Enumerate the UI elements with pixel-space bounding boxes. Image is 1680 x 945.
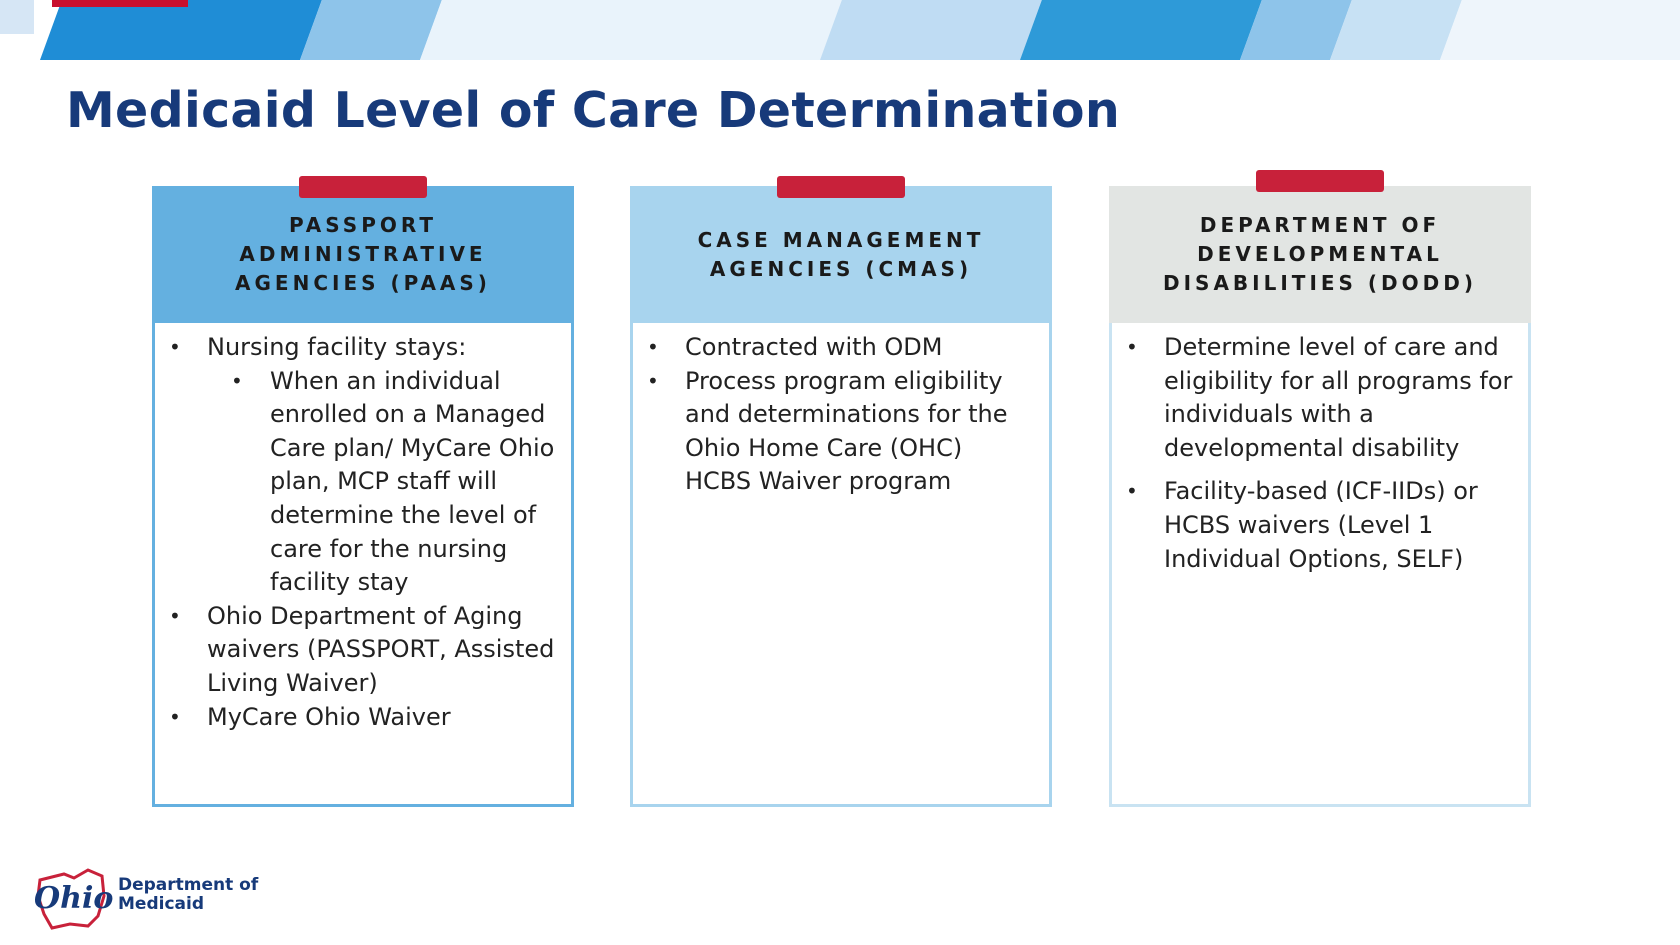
ohio-medicaid-logo: Ohio Department of Medicaid [30, 864, 280, 934]
list-item: MyCare Ohio Waiver [155, 701, 571, 735]
card-body: Determine level of care and eligibility … [1109, 323, 1531, 807]
list-item: Facility-based (ICF-IIDs) or HCBS waiver… [1112, 475, 1528, 576]
card-header-label: CASE MANAGEMENT AGENCIES (CMAS) [697, 227, 985, 281]
card-header-label: PASSPORT ADMINISTRATIVE AGENCIES (PAAS) [235, 213, 491, 295]
card-red-tab [1256, 170, 1384, 192]
card-body: Nursing facility stays: When an individu… [152, 323, 574, 807]
list-subitem: When an individual enrolled on a Managed… [155, 365, 571, 600]
list-item: Process program eligibility and determin… [633, 365, 1049, 499]
card-paas: PASSPORT ADMINISTRATIVE AGENCIES (PAAS) … [152, 176, 574, 807]
card-header: DEPARTMENT OF DEVELOPMENTAL DISABILITIES… [1109, 186, 1531, 323]
card-red-tab [777, 176, 905, 198]
dept-line-1: Department of [118, 875, 259, 895]
banner-stripe [1440, 0, 1680, 60]
card-header: CASE MANAGEMENT AGENCIES (CMAS) [630, 186, 1052, 323]
list-item: Contracted with ODM [633, 331, 1049, 365]
dept-line-2: Medicaid [118, 894, 204, 914]
banner-red-tab [52, 0, 188, 7]
banner-stripe [300, 0, 442, 60]
bullet-list: Determine level of care and eligibility … [1112, 331, 1528, 586]
list-item: Ohio Department of Aging waivers (PASSPO… [155, 600, 571, 701]
card-cmas: CASE MANAGEMENT AGENCIES (CMAS) Contract… [630, 176, 1052, 807]
banner-stripe [40, 0, 322, 60]
dept-name: Department of Medicaid [118, 876, 258, 914]
list-item: Determine level of care and eligibility … [1112, 331, 1528, 465]
top-banner [0, 0, 1680, 60]
bullet-list: Nursing facility stays: When an individu… [155, 331, 571, 734]
banner-stripe [820, 0, 1042, 60]
card-dodd: DEPARTMENT OF DEVELOPMENTAL DISABILITIES… [1109, 170, 1531, 807]
banner-stripe [1020, 0, 1262, 60]
banner-square [0, 0, 34, 34]
card-red-tab [299, 176, 427, 198]
card-header-label: DEPARTMENT OF DEVELOPMENTAL DISABILITIES… [1163, 213, 1477, 295]
bullet-list: Contracted with ODM Process program elig… [633, 331, 1049, 499]
card-body: Contracted with ODM Process program elig… [630, 323, 1052, 807]
ohio-state-icon: Ohio [34, 868, 113, 930]
ohio-logo-script: Ohio [34, 881, 113, 916]
list-item: Nursing facility stays: [155, 331, 571, 365]
page-title: Medicaid Level of Care Determination [66, 82, 1121, 139]
card-header: PASSPORT ADMINISTRATIVE AGENCIES (PAAS) [152, 186, 574, 323]
banner-stripe [420, 0, 842, 60]
